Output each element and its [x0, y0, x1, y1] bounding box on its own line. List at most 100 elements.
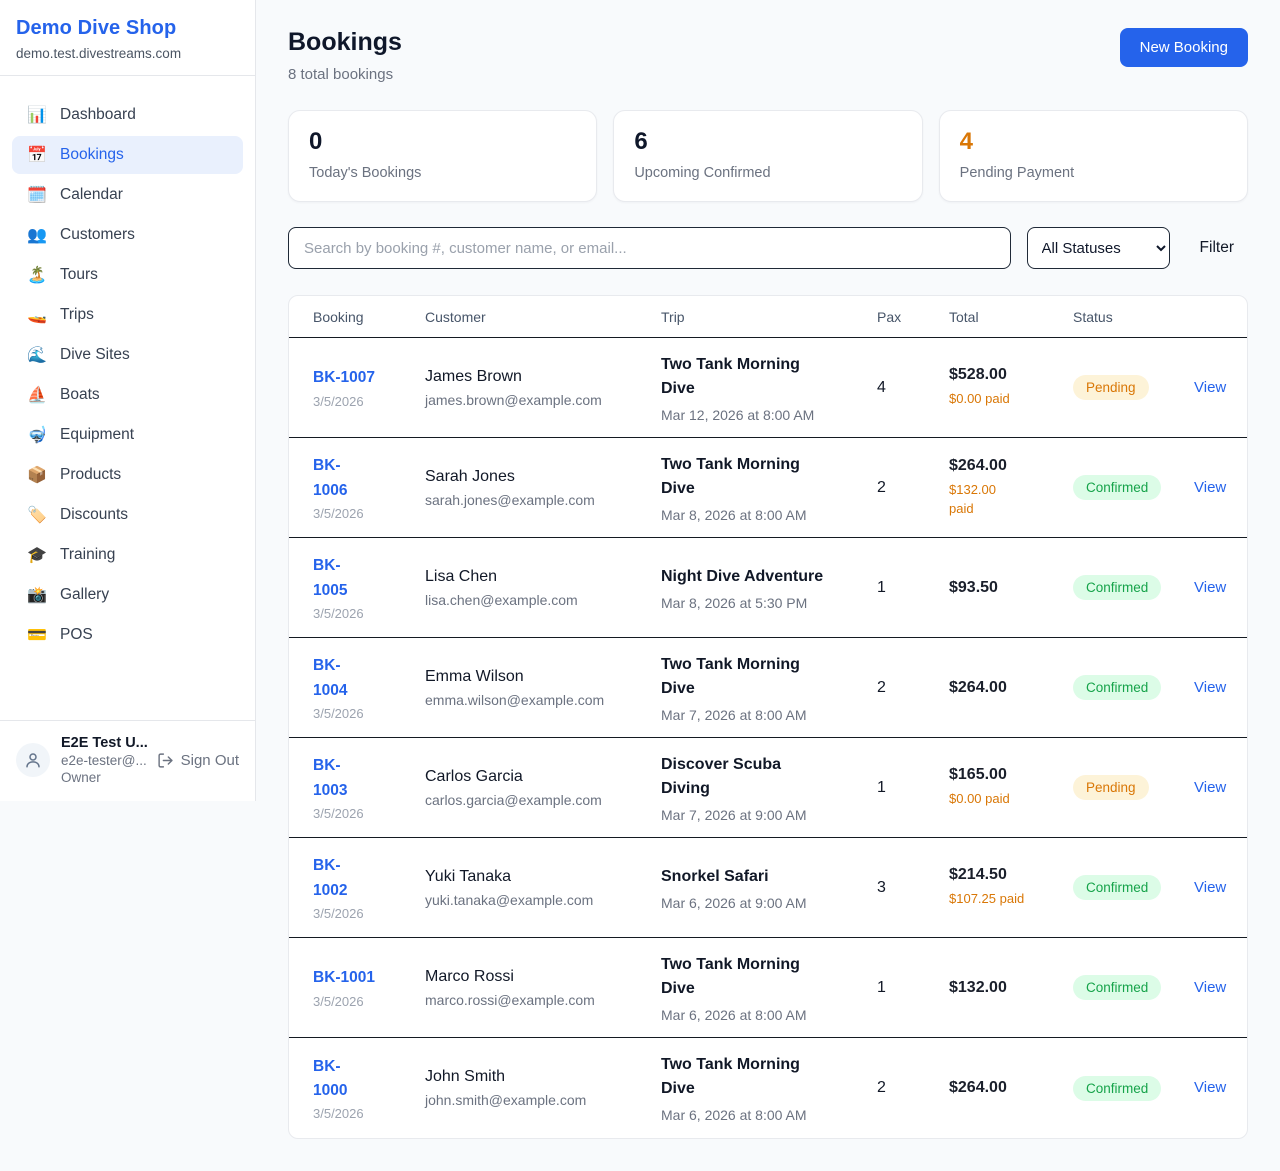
sidebar-item-gallery[interactable]: 📸 Gallery — [12, 576, 243, 614]
customer-cell: James Brown james.brown@example.com — [425, 368, 661, 408]
booking-id-link[interactable]: BK- 1002 — [313, 857, 348, 899]
sidebar-item-boats[interactable]: ⛵ Boats — [12, 376, 243, 414]
table-header: Booking Customer Trip Pax Total Status — [289, 296, 1247, 338]
sidebar-item-training[interactable]: 🎓 Training — [12, 536, 243, 574]
actions-cell: View — [1194, 679, 1236, 697]
user-info: E2E Test U... e2e-tester@... Owner — [61, 735, 148, 785]
sidebar-item-tours[interactable]: 🏝️ Tours — [12, 256, 243, 294]
stat-value: 4 — [959, 128, 974, 155]
view-link[interactable]: View — [1194, 878, 1227, 896]
sidebar-user-footer: E2E Test U... e2e-tester@... Owner Sign … — [0, 720, 255, 801]
trip-datetime: Mar 6, 2026 at 9:00 AM — [661, 894, 807, 911]
status-badge: Pending — [1073, 375, 1149, 400]
sidebar-item-products[interactable]: 📦 Products — [12, 456, 243, 494]
sidebar-item-label: Gallery — [60, 586, 110, 603]
booking-cell: BK- 1006 3/5/2026 — [313, 454, 425, 520]
booking-id-link[interactable]: BK- 1005 — [313, 557, 348, 599]
stat-label: Upcoming Confirmed — [634, 165, 771, 181]
sidebar-item-pos[interactable]: 💳 POS — [12, 616, 243, 654]
table-row: BK- 1003 3/5/2026 Carlos Garcia carlos.g… — [289, 738, 1247, 838]
view-link[interactable]: View — [1194, 478, 1227, 496]
sidebar-item-equipment[interactable]: 🤿 Equipment — [12, 416, 243, 454]
trip-cell: Two Tank Morning Dive Mar 7, 2026 at 8:0… — [661, 653, 877, 723]
sidebar-item-bookings[interactable]: 📅 Bookings — [12, 136, 243, 174]
actions-cell: View — [1194, 479, 1236, 497]
view-link[interactable]: View — [1194, 978, 1227, 996]
bookings-icon: 📅 — [27, 147, 47, 164]
booking-id-link[interactable]: BK- 1004 — [313, 657, 348, 699]
sidebar-item-label: Products — [60, 466, 122, 483]
booking-id-link[interactable]: BK- 1003 — [313, 757, 348, 799]
sidebar-item-customers[interactable]: 👥 Customers — [12, 216, 243, 254]
new-booking-button[interactable]: New Booking — [1119, 28, 1248, 67]
customer-name: Marco Rossi — [425, 967, 514, 985]
total-amount: $93.50 — [949, 578, 998, 596]
pax-cell: 1 — [877, 578, 886, 596]
total-cell: $132.00 — [949, 979, 1073, 997]
booking-date: 3/5/2026 — [313, 605, 364, 621]
booking-id-link[interactable]: BK- 1000 — [313, 1057, 348, 1099]
pax-cell: 2 — [877, 478, 886, 496]
stat-card-pending-payment: 4 Pending Payment — [938, 110, 1248, 202]
trip-name: Two Tank Morning Dive — [661, 355, 800, 397]
search-input[interactable] — [288, 227, 1011, 269]
sidebar-item-label: Calendar — [60, 186, 123, 203]
customers-icon: 👥 — [27, 227, 47, 244]
table-row: BK-1007 3/5/2026 James Brown james.brown… — [289, 338, 1247, 438]
booking-id-link[interactable]: BK-1007 — [313, 369, 376, 387]
stats-cards: 0 Today's Bookings 6 Upcoming Confirmed … — [288, 110, 1248, 202]
sidebar-item-dive-sites[interactable]: 🌊 Dive Sites — [12, 336, 243, 374]
status-filter-select[interactable]: All Statuses — [1026, 227, 1170, 269]
booking-id-link[interactable]: BK- 1006 — [313, 457, 348, 499]
status-cell: Pending — [1073, 775, 1194, 800]
customer-email: james.brown@example.com — [425, 391, 602, 408]
stat-value: 6 — [634, 128, 648, 155]
sidebar-item-dashboard[interactable]: 📊 Dashboard — [12, 96, 243, 134]
column-header-status: Status — [1073, 308, 1113, 325]
table-row: BK- 1004 3/5/2026 Emma Wilson emma.wilso… — [289, 638, 1247, 738]
sidebar-item-trips[interactable]: 🚤 Trips — [12, 296, 243, 334]
booking-id-link[interactable]: BK-1001 — [313, 969, 376, 987]
sidebar-item-calendar[interactable]: 🗓️ Calendar — [12, 176, 243, 214]
stat-label: Pending Payment — [959, 165, 1075, 181]
view-link[interactable]: View — [1194, 578, 1227, 596]
sidebar-item-label: Customers — [60, 226, 135, 243]
sidebar-item-label: Bookings — [60, 146, 124, 163]
customer-name: Sarah Jones — [425, 467, 515, 485]
sign-out-button[interactable]: Sign Out — [157, 752, 239, 769]
customer-name: John Smith — [425, 1068, 506, 1085]
status-badge: Confirmed — [1073, 675, 1162, 700]
trip-datetime: Mar 8, 2026 at 8:00 AM — [661, 506, 807, 523]
booking-cell: BK-1001 3/5/2026 — [313, 966, 425, 1008]
view-link[interactable]: View — [1194, 378, 1227, 396]
status-badge: Confirmed — [1073, 475, 1162, 500]
equipment-icon: 🤿 — [27, 427, 47, 444]
trip-datetime: Mar 8, 2026 at 5:30 PM — [661, 594, 808, 611]
column-header-pax: Pax — [877, 308, 902, 325]
trip-datetime: Mar 6, 2026 at 8:00 AM — [661, 1006, 807, 1023]
amount-paid: $107.25 paid — [949, 891, 1025, 907]
column-header-customer: Customer — [425, 308, 486, 325]
user-name: E2E Test U... — [61, 735, 148, 751]
user-email: e2e-tester@... — [61, 753, 147, 768]
booking-cell: BK- 1002 3/5/2026 — [313, 854, 425, 920]
view-link[interactable]: View — [1194, 678, 1227, 696]
customer-cell: Emma Wilson emma.wilson@example.com — [425, 668, 661, 708]
trips-icon: 🚤 — [27, 307, 47, 324]
stat-card-todays-bookings: 0 Today's Bookings — [288, 110, 598, 202]
booking-cell: BK- 1003 3/5/2026 — [313, 754, 425, 820]
sidebar: Demo Dive Shop demo.test.divestreams.com… — [0, 0, 256, 801]
pax-cell: 4 — [877, 378, 886, 396]
status-badge: Confirmed — [1073, 975, 1162, 1000]
view-link[interactable]: View — [1194, 778, 1227, 796]
total-amount: $264.00 — [949, 456, 1007, 474]
discounts-icon: 🏷️ — [27, 507, 47, 524]
trip-cell: Two Tank Morning Dive Mar 6, 2026 at 8:0… — [661, 1053, 877, 1123]
sidebar-item-discounts[interactable]: 🏷️ Discounts — [12, 496, 243, 534]
view-link[interactable]: View — [1194, 1079, 1227, 1096]
user-icon — [26, 753, 40, 768]
customer-email: marco.rossi@example.com — [425, 991, 595, 1008]
trip-datetime: Mar 7, 2026 at 8:00 AM — [661, 706, 807, 723]
customer-cell: Yuki Tanaka yuki.tanaka@example.com — [425, 868, 661, 908]
filter-button[interactable]: Filter — [1186, 239, 1248, 257]
